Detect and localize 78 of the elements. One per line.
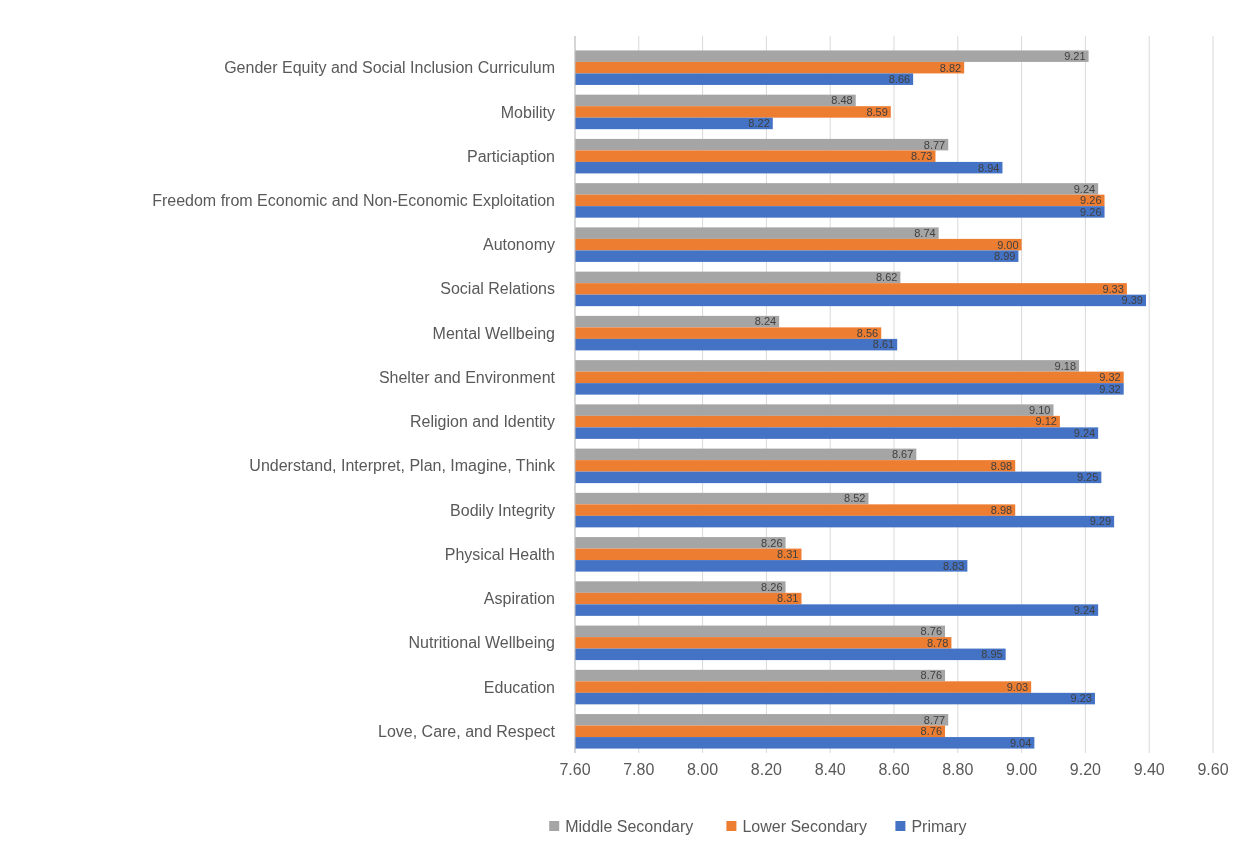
x-tick-label: 8.60 [878,761,910,778]
y-tick-label: Social Relations [440,280,555,298]
data-label: 8.99 [993,250,1016,262]
data-label: 9.33 [1102,282,1124,295]
data-label: 8.59 [866,105,888,118]
data-label: 9.10 [1029,403,1051,416]
data-label: 9.26 [1080,205,1102,218]
y-tick-label: Shelter and Environment [378,368,556,386]
data-label: 8.76 [920,625,943,638]
y-tick-label: Particiaption [466,147,555,165]
legend-label: Primary [911,817,967,835]
data-label: 8.26 [761,536,783,549]
data-label: 8.78 [927,636,949,649]
data-label: 8.83 [942,559,965,572]
data-label: 8.66 [888,73,911,86]
data-label: 8.73 [911,150,933,163]
data-label: 9.12 [1035,415,1057,428]
x-tick-label: 8.00 [687,761,719,778]
data-label: 9.32 [1099,371,1121,384]
y-tick-label: Understand, Interpret, Plan, Imagine, Think [249,457,556,475]
data-label: 9.24 [1073,426,1096,439]
legend-label: Middle Secondary [565,817,694,835]
data-label: 9.39 [1121,294,1144,307]
data-label: 8.31 [777,592,799,605]
x-tick-label: 9.20 [1069,761,1102,778]
y-tick-label: Nutritional Wellbeing [408,634,555,652]
x-tick-label: 8.40 [814,761,846,778]
data-label: 8.98 [990,503,1013,516]
y-tick-label: Love, Care, and Respect [378,722,556,740]
data-label: 8.98 [990,459,1013,472]
data-label: 9.32 [1099,382,1121,395]
x-tick-label: 7.60 [559,761,591,778]
data-label: 8.56 [856,326,879,339]
data-label: 8.76 [920,725,943,738]
data-label: 9.00 [997,238,1019,251]
data-label: 8.31 [777,548,799,561]
x-tick-label: 7.80 [623,761,655,778]
y-tick-label: Bodily Integrity [450,501,555,519]
data-label: 8.77 [923,138,946,151]
y-tick-label: Gender Equity and Social Inclusion Curriculum [224,59,555,77]
y-tick-label: Aspiration [483,590,555,608]
data-label: 8.48 [831,94,853,107]
y-tick-label: Mental Wellbeing [432,324,555,342]
data-label: 9.24 [1073,182,1096,195]
data-label: 9.03 [1006,680,1029,693]
x-tick-label: 9.60 [1197,761,1229,778]
data-label: 8.74 [914,227,936,239]
data-label: 9.04 [1009,736,1032,749]
x-tick-label: 9.40 [1133,761,1165,778]
data-label: 9.25 [1076,471,1099,484]
y-tick-label: Physical Health [444,545,555,563]
x-tick-label: 8.20 [750,761,783,778]
data-label: 9.29 [1089,515,1112,528]
data-label: 8.94 [978,161,1000,174]
data-label: 8.52 [844,492,866,505]
y-tick-label: Autonomy [482,236,555,254]
y-tick-label: Freedom from Economic and Non-Economic Exploitation [152,192,555,210]
data-label: 8.95 [981,648,1003,661]
data-label: 8.82 [939,61,962,74]
data-label: 9.24 [1073,603,1096,616]
data-label: 8.61 [872,338,895,351]
legend-label: Lower Secondary [742,817,867,835]
y-tick-label: Religion and Identity [410,413,555,431]
data-label: 8.77 [923,713,946,726]
data-label: 8.22 [748,117,770,130]
data-label: 8.67 [891,448,914,461]
y-tick-label: Education [483,678,555,696]
data-label: 9.21 [1064,50,1086,63]
data-label: 9.18 [1054,359,1077,372]
x-tick-label: 9.00 [1006,761,1038,778]
y-tick-label: Mobility [500,103,555,121]
data-label: 8.24 [754,315,777,328]
data-label: 9.23 [1070,692,1092,705]
data-label: 8.76 [920,669,943,682]
data-label: 9.26 [1080,194,1102,207]
x-tick-label: 8.80 [942,761,974,778]
data-label: 8.62 [875,271,898,284]
data-label: 8.26 [761,580,783,593]
